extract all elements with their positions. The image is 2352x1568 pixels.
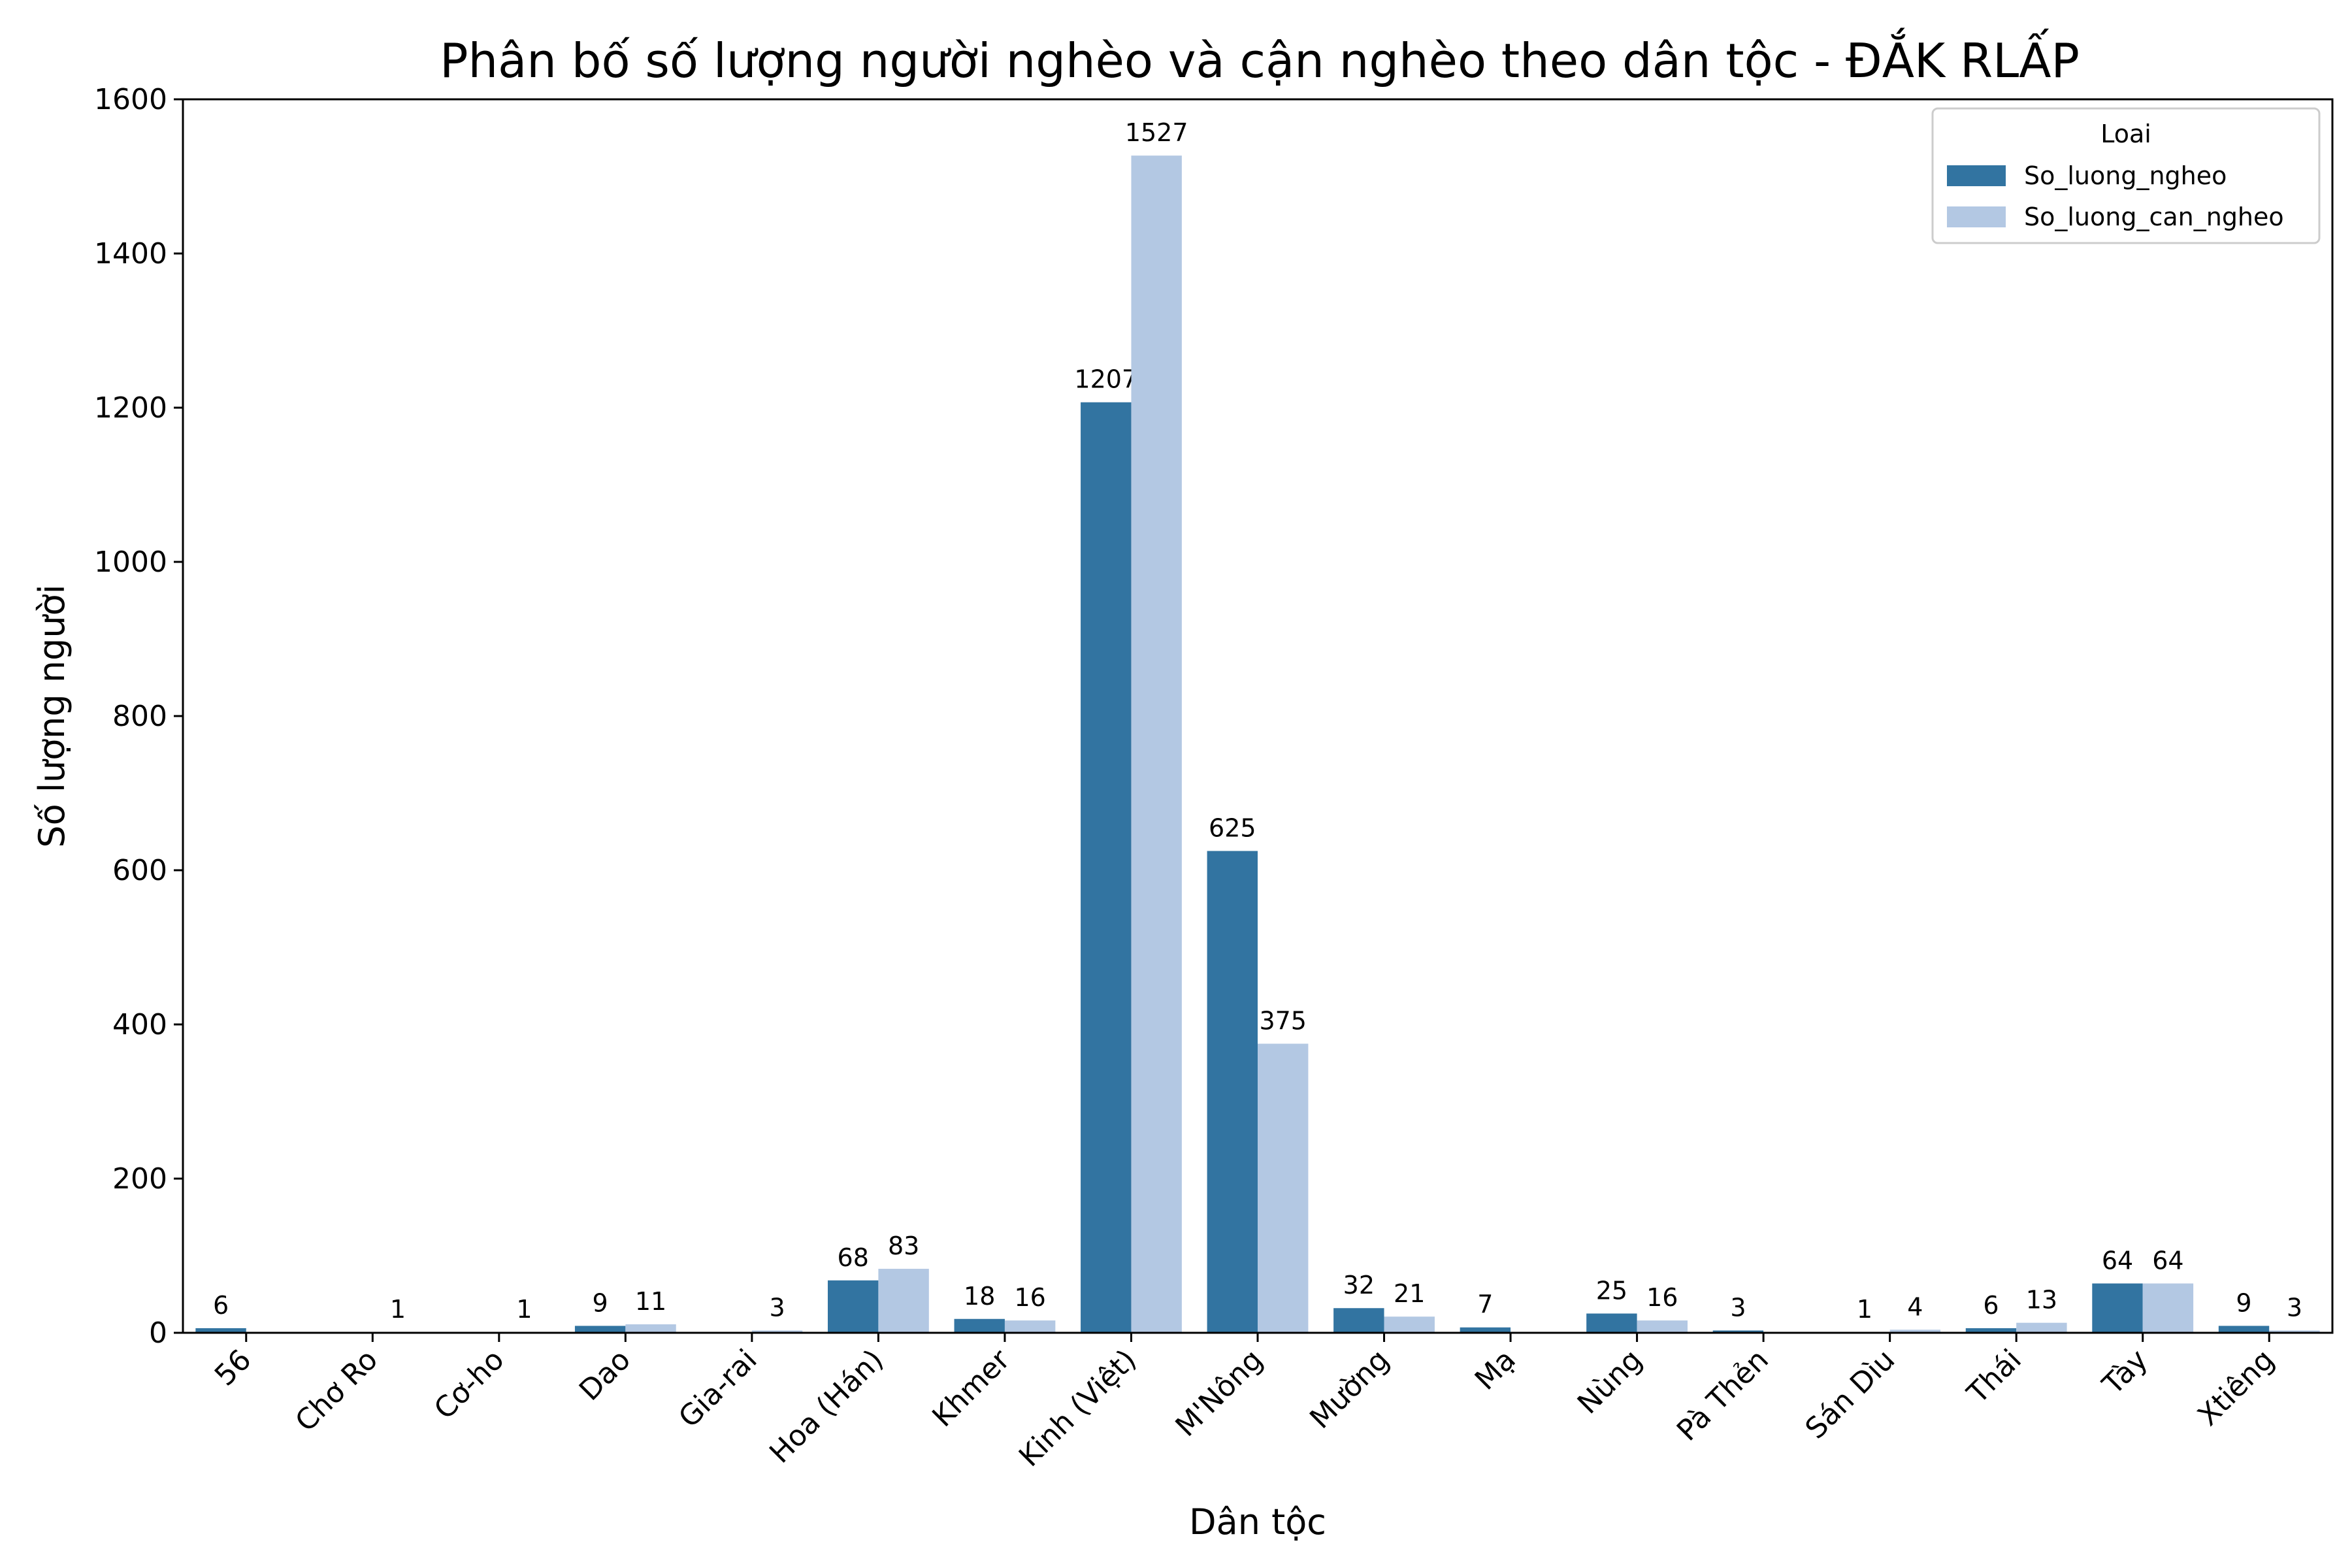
bar-value-label: 9 [593, 1288, 608, 1317]
bar-so-luong-can-ngheo-gia-rai [751, 1330, 803, 1333]
y-tick-label: 1200 [94, 391, 167, 425]
bar-so-luong-can-ngheo-hoa-han [878, 1269, 929, 1333]
y-tick-label: 400 [112, 1008, 167, 1041]
bar-so-luong-ngheo-khmer [954, 1318, 1005, 1333]
bar-value-label: 1207 [1074, 365, 1137, 394]
x-tick-label: Dao [573, 1343, 637, 1407]
bar-value-label: 3 [1730, 1293, 1746, 1322]
bar-so-luong-can-ngheo-nung [1637, 1320, 1688, 1333]
bar-so-luong-ngheo-kinh-viet [1081, 402, 1132, 1333]
x-tick-label: Sán Dìu [1799, 1343, 1902, 1446]
y-tick-label: 0 [149, 1316, 167, 1350]
bar-so-luong-ngheo-xtieng [2218, 1326, 2270, 1333]
bar-value-label: 64 [2152, 1246, 2183, 1275]
bar-so-luong-ngheo-thai [1965, 1328, 2017, 1333]
bar-value-label: 4 [1907, 1292, 1923, 1321]
y-tick-label: 1000 [94, 546, 167, 579]
x-tick-label: Pà Thẻn [1671, 1343, 1775, 1448]
bar-value-label: 32 [1343, 1271, 1375, 1299]
y-tick-label: 600 [112, 854, 167, 887]
y-tick-label: 1600 [94, 83, 167, 116]
x-axis: 56 Chơ Ro Cơ-ho Dao Gia-rai Hoa (Hán) KhmerKin… [208, 1333, 2281, 1473]
y-tick-label: 800 [112, 700, 167, 733]
bar-value-label: 3 [2287, 1293, 2302, 1322]
bar-so-luong-ngheo-ma [1460, 1327, 1511, 1333]
bar-value-label: 16 [1014, 1283, 1045, 1312]
bar-so-luong-can-ngheo-dao [625, 1324, 676, 1333]
bar-value-label: 9 [2236, 1288, 2251, 1317]
bar-value-label: 21 [1394, 1279, 1425, 1308]
bar-value-label: 625 [1209, 814, 1256, 843]
bar-value-label: 1 [516, 1295, 532, 1324]
bar-so-luong-ngheo-nung [1586, 1313, 1637, 1333]
x-tick-label: Nùng [1571, 1343, 1649, 1421]
legend-label-so-luong-can-ngheo: So_luong_can_ngheo [2024, 203, 2284, 231]
bar-so-luong-can-ngheo-thai [2016, 1322, 2067, 1333]
legend-label-so-luong-ngheo: So_luong_ngheo [2024, 161, 2227, 190]
bar-value-label: 375 [1259, 1007, 1307, 1036]
bar-so-luong-can-ngheo-m-nong [1258, 1043, 1309, 1333]
x-tick-label: M'Nông [1169, 1343, 1269, 1443]
x-tick-label: Hoa (Hán) [763, 1343, 890, 1470]
bar-value-label: 7 [1477, 1290, 1493, 1319]
bar-value-label: 1527 [1125, 118, 1188, 147]
legend-swatch-so-luong-ngheo [1947, 165, 2006, 186]
y-tick-label: 200 [112, 1162, 167, 1196]
x-tick-label: Tày [2096, 1343, 2155, 1402]
bar-value-label: 1 [1857, 1295, 1872, 1324]
bar-value-label: 3 [769, 1293, 785, 1322]
bar-so-luong-can-ngheo-san-diu [1889, 1330, 1941, 1333]
bar-so-luong-ngheo-pa-then [1712, 1330, 1764, 1333]
bar-value-label: 64 [2102, 1246, 2133, 1275]
bar-so-luong-can-ngheo-khmer [1004, 1320, 1056, 1333]
chart-title: Phân bố số lượng người nghèo và cận nghè… [440, 29, 2080, 88]
bar-so-luong-ngheo-m-nong [1207, 851, 1258, 1333]
legend-frame [1931, 107, 2321, 244]
bar-so-luong-ngheo-hoa-han [828, 1280, 879, 1333]
x-tick-label: Khmer [926, 1343, 1017, 1433]
x-tick-label: Gia-rai [672, 1343, 764, 1435]
legend: Loai So_luong_ngheo So_luong_can_ngheo [1931, 107, 2321, 244]
x-tick-label: Chơ Ro [289, 1343, 384, 1439]
bar-so-luong-can-ngheo-muong [1384, 1316, 1435, 1333]
x-tick-label: Xtiêng [2191, 1343, 2281, 1433]
bar-so-luong-can-ngheo-xtieng [2269, 1330, 2320, 1333]
bar-value-label: 6 [213, 1291, 229, 1320]
bar-so-luong-ngheo-56 [195, 1328, 246, 1333]
bar-so-luong-ngheo-muong [1333, 1308, 1384, 1333]
bar-value-label: 16 [1646, 1283, 1678, 1312]
bar-value-label: 1 [390, 1295, 406, 1324]
bar-so-luong-ngheo-tay [2092, 1283, 2143, 1333]
bar-value-label: 68 [838, 1243, 869, 1272]
x-tick-label: Mường [1303, 1343, 1396, 1435]
x-tick-label: Thái [1961, 1343, 2028, 1411]
bar-so-luong-can-ngheo-tay [2142, 1283, 2194, 1333]
bar-value-label: 13 [2026, 1286, 2057, 1315]
y-tick-label: 1400 [94, 237, 167, 270]
y-axis: 0 200 400 600 800 1000 1200 1400 1600 [94, 83, 183, 1350]
x-tick-label: Mạ [1469, 1343, 1522, 1397]
x-axis-title: Dân tộc [1189, 1501, 1326, 1543]
bar-value-label: 25 [1596, 1277, 1627, 1305]
bar-value-label: 18 [964, 1282, 995, 1311]
bar-so-luong-ngheo-dao [574, 1326, 626, 1333]
bar-value-label: 6 [1983, 1291, 1999, 1320]
bar-value-label: 83 [888, 1232, 919, 1260]
legend-title: Loai [2100, 120, 2151, 148]
y-axis-title: Số lượng người [31, 584, 73, 847]
bar-value-label: 11 [635, 1287, 666, 1316]
x-tick-label: Cơ-ho [428, 1343, 511, 1426]
x-tick-label: Kinh (Việt) [1013, 1343, 1143, 1473]
bar-so-luong-can-ngheo-kinh-viet [1131, 155, 1182, 1333]
x-tick-label: 56 [208, 1343, 258, 1393]
legend-swatch-so-luong-can-ngheo [1947, 206, 2006, 227]
